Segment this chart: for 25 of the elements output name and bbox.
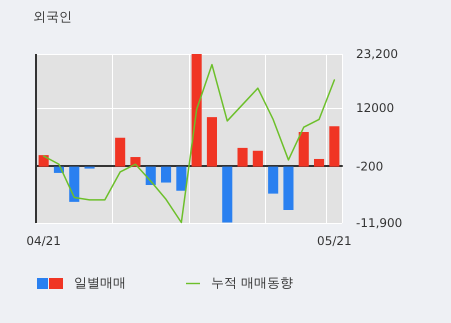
bar (161, 166, 172, 183)
y-tick-label: -11,900 (356, 216, 402, 230)
x-tick-label: 05/21 (317, 234, 352, 248)
bar (252, 150, 263, 167)
bar (298, 132, 309, 167)
legend-label: 누적 매매동향 (211, 276, 294, 291)
bar (176, 166, 186, 191)
line-series (42, 64, 336, 224)
chart-title: 외국인 (33, 10, 72, 25)
bar (38, 155, 49, 167)
bar (222, 166, 232, 223)
bar (238, 148, 248, 167)
bar (268, 166, 278, 194)
bar (69, 166, 80, 202)
bar (329, 126, 340, 167)
y-tick-label: -200 (356, 160, 384, 174)
y-tick-label: 23,200 (356, 47, 398, 61)
bar (115, 138, 126, 167)
y-tick-label: 12000 (356, 100, 394, 115)
legend-label: 일별매매 (74, 276, 126, 291)
bar (206, 117, 217, 167)
x-tick-label: 04/21 (26, 234, 61, 248)
bar (314, 158, 324, 167)
bar (192, 54, 202, 167)
bar (283, 166, 294, 210)
